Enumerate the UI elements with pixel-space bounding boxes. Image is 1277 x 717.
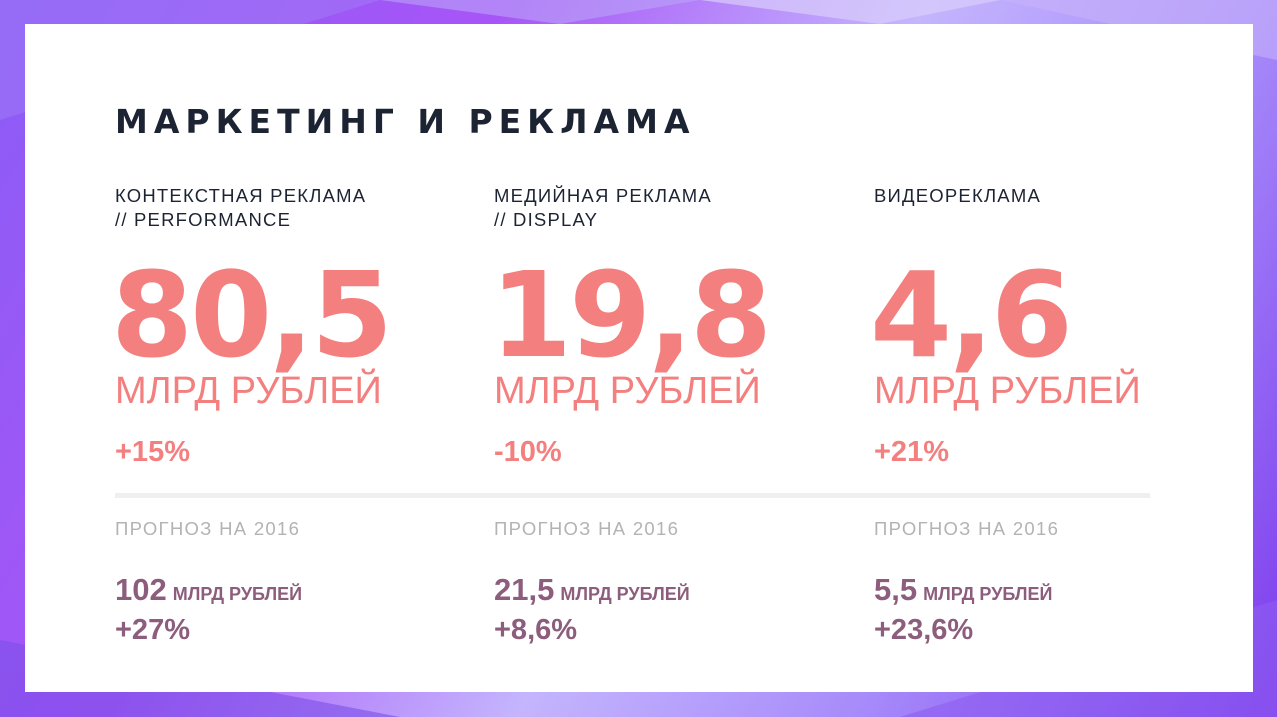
segment-column-video: ВИДЕОРЕКЛАМА 4,6 МЛРД РУБЛЕЙ +21% ПРОГНО… — [870, 24, 1244, 692]
main-unit: МЛРД РУБЛЕЙ — [874, 370, 1141, 412]
forecast-label: ПРОГНОЗ НА 2016 — [494, 518, 680, 539]
category-line1: МЕДИЙНАЯ РЕКЛАМА — [494, 185, 712, 206]
forecast-unit: МЛРД РУБЛЕЙ — [560, 584, 690, 604]
main-value: 4,6 — [870, 246, 1073, 384]
main-change: +21% — [874, 436, 949, 468]
forecast-change: +8,6% — [494, 614, 578, 646]
forecast-value: 102 — [115, 572, 167, 607]
segment-column-contextual: КОНТЕКСТНАЯ РЕКЛАМА // PERFORMANCE 80,5 … — [111, 24, 485, 692]
forecast-value-line: 102 МЛРД РУБЛЕЙ — [115, 572, 302, 608]
main-change: -10% — [494, 436, 562, 468]
content-card: МАРКЕТИНГ И РЕКЛАМА КОНТЕКСТНАЯ РЕКЛАМА … — [25, 24, 1253, 692]
forecast-value: 5,5 — [874, 572, 918, 607]
forecast-label: ПРОГНОЗ НА 2016 — [115, 518, 301, 539]
category-line1: КОНТЕКСТНАЯ РЕКЛАМА — [115, 185, 367, 206]
category-label: КОНТЕКСТНАЯ РЕКЛАМА // PERFORMANCE — [115, 184, 366, 232]
category-line2: // PERFORMANCE — [115, 209, 292, 230]
category-label: МЕДИЙНАЯ РЕКЛАМА // DISPLAY — [494, 184, 712, 232]
forecast-unit: МЛРД РУБЛЕЙ — [923, 584, 1053, 604]
forecast-value-line: 21,5 МЛРД РУБЛЕЙ — [494, 572, 690, 608]
section-divider — [115, 493, 1150, 498]
forecast-label: ПРОГНОЗ НА 2016 — [874, 518, 1060, 539]
main-unit: МЛРД РУБЛЕЙ — [115, 370, 382, 412]
category-label: ВИДЕОРЕКЛАМА — [874, 184, 1041, 208]
page-title: МАРКЕТИНГ И РЕКЛАМА — [115, 102, 696, 141]
category-line1: ВИДЕОРЕКЛАМА — [874, 185, 1041, 206]
forecast-change: +27% — [115, 614, 190, 646]
main-value: 80,5 — [111, 246, 393, 384]
forecast-value-line: 5,5 МЛРД РУБЛЕЙ — [874, 572, 1052, 608]
segment-column-display: МЕДИЙНАЯ РЕКЛАМА // DISPLAY 19,8 МЛРД РУ… — [490, 24, 864, 692]
category-line2: // DISPLAY — [494, 209, 599, 230]
forecast-unit: МЛРД РУБЛЕЙ — [172, 584, 303, 604]
forecast-value: 21,5 — [494, 572, 555, 607]
main-value: 19,8 — [490, 246, 772, 384]
main-unit: МЛРД РУБЛЕЙ — [494, 370, 761, 412]
forecast-change: +23,6% — [874, 614, 974, 646]
main-change: +15% — [115, 436, 190, 468]
